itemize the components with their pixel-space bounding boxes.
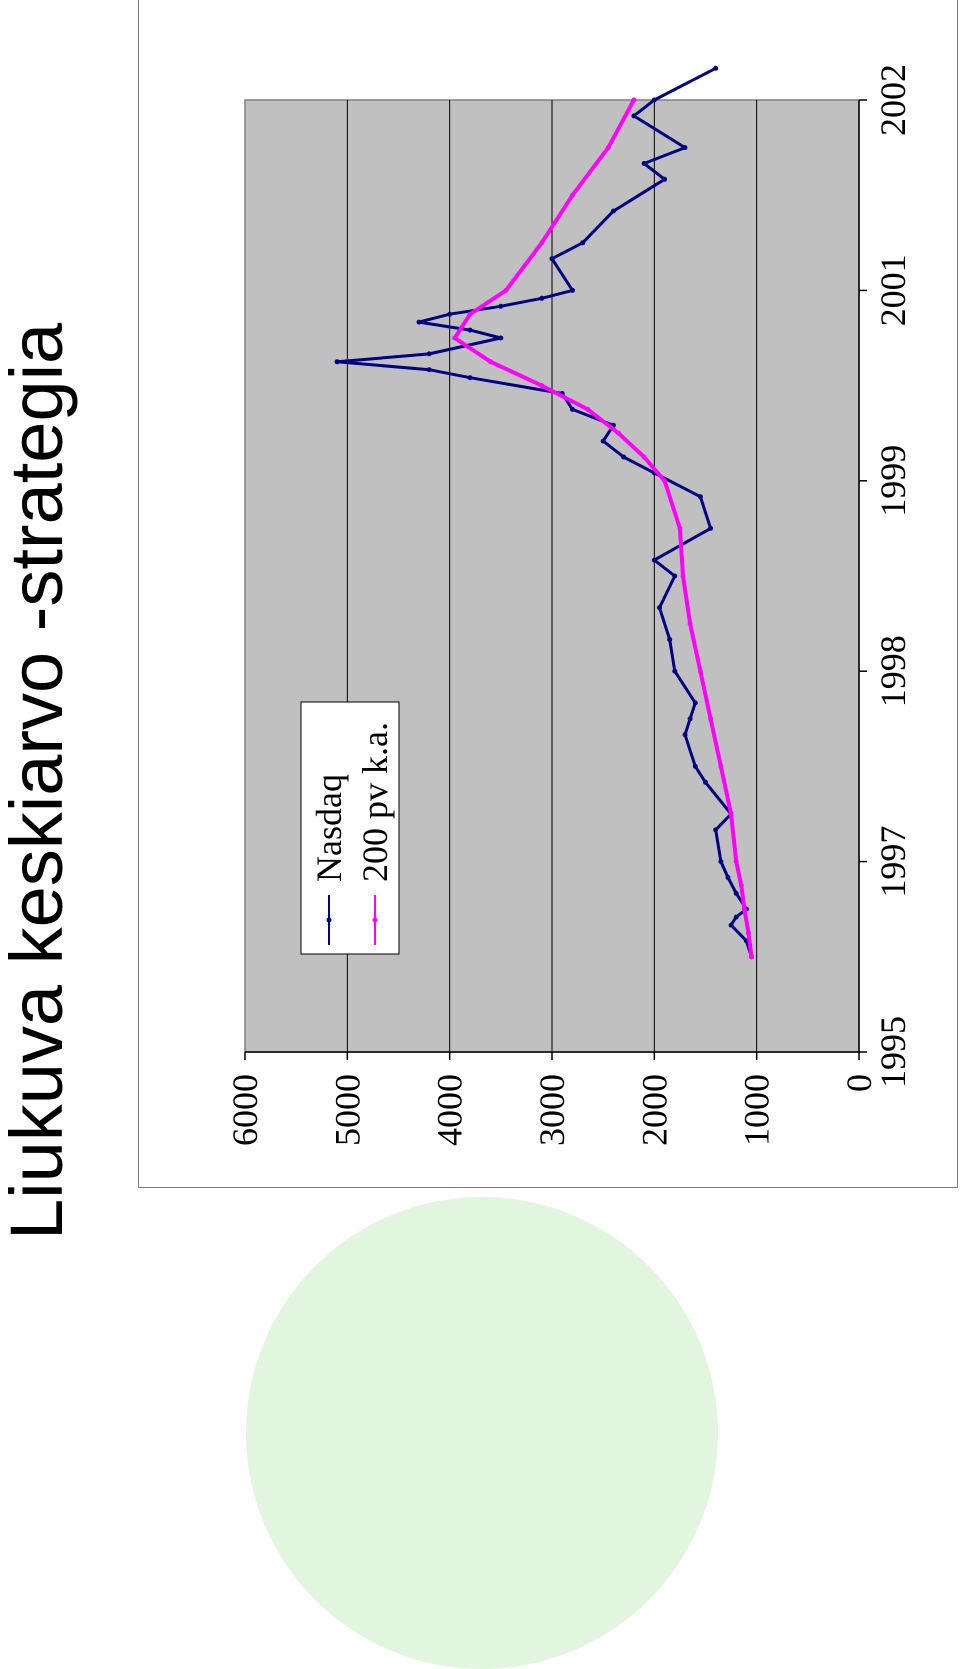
y-tick-label: 0 bbox=[839, 1074, 879, 1092]
data-point bbox=[692, 700, 698, 706]
x-tick-label: 2001 bbox=[873, 254, 913, 326]
data-point bbox=[713, 827, 719, 833]
legend-label: 200 pv k.a. bbox=[355, 722, 395, 882]
legend-box bbox=[300, 701, 400, 955]
data-point bbox=[703, 779, 708, 785]
data-point bbox=[585, 406, 591, 412]
x-tick-label: 1998 bbox=[873, 635, 913, 707]
y-tick-label: 2000 bbox=[634, 1074, 674, 1146]
data-point bbox=[426, 367, 432, 373]
data-point bbox=[657, 605, 662, 611]
data-point bbox=[672, 668, 678, 674]
data-point bbox=[746, 930, 751, 936]
data-point bbox=[570, 192, 575, 198]
data-point bbox=[733, 859, 739, 865]
slide-title: Liukuva keskiarvo -strategia bbox=[0, 322, 78, 1240]
data-point bbox=[708, 716, 714, 722]
data-point bbox=[616, 430, 621, 436]
legend: Nasdaq 200 pv k.a. bbox=[300, 701, 400, 955]
data-point bbox=[682, 145, 688, 151]
data-point bbox=[687, 716, 693, 722]
data-point bbox=[621, 454, 627, 460]
y-tick-label: 1000 bbox=[737, 1074, 777, 1146]
data-point bbox=[426, 351, 432, 357]
x-axis-ticks: 1995 1997 1998 1999 2001 2002 bbox=[859, 64, 913, 1088]
y-tick-label: 3000 bbox=[532, 1074, 572, 1146]
x-tick-label: 1997 bbox=[873, 826, 913, 898]
data-point bbox=[680, 573, 686, 579]
data-point bbox=[452, 335, 458, 341]
data-point bbox=[467, 311, 473, 317]
data-point bbox=[416, 319, 422, 325]
data-point bbox=[539, 383, 545, 389]
data-point bbox=[488, 359, 494, 365]
data-point bbox=[580, 240, 586, 246]
data-point bbox=[697, 668, 703, 674]
data-point bbox=[570, 287, 575, 293]
data-point bbox=[610, 208, 616, 214]
data-point bbox=[718, 859, 724, 865]
data-point bbox=[467, 375, 473, 381]
x-tick-label: 1999 bbox=[873, 445, 913, 517]
decorative-circle bbox=[246, 1197, 718, 1669]
data-point bbox=[631, 113, 637, 119]
data-point bbox=[651, 97, 657, 103]
data-point bbox=[741, 906, 747, 912]
data-point bbox=[725, 875, 731, 880]
data-point bbox=[687, 621, 693, 627]
chart-frame: 0 1000 2000 3000 4000 5000 6000 1995 1997 1998 19… bbox=[138, 0, 958, 1188]
data-point bbox=[539, 240, 545, 246]
data-point bbox=[697, 494, 703, 500]
series-line-nasdaq bbox=[335, 66, 753, 958]
data-point bbox=[539, 295, 545, 301]
data-point bbox=[641, 454, 647, 460]
data-point bbox=[728, 811, 734, 817]
data-point bbox=[662, 176, 668, 182]
y-tick-label: 4000 bbox=[430, 1074, 470, 1146]
data-point bbox=[498, 335, 504, 341]
data-point bbox=[728, 922, 734, 928]
data-point bbox=[708, 525, 714, 531]
y-tick-label: 5000 bbox=[327, 1074, 367, 1146]
data-point bbox=[667, 637, 673, 642]
data-point bbox=[605, 145, 611, 151]
y-axis-ticks: 0 1000 2000 3000 4000 5000 6000 bbox=[225, 1052, 879, 1146]
data-point bbox=[549, 256, 555, 262]
data-point bbox=[570, 406, 575, 412]
data-point bbox=[738, 882, 744, 888]
legend-marker bbox=[326, 917, 332, 923]
data-point bbox=[631, 97, 637, 103]
x-tick-label: 2002 bbox=[873, 64, 913, 136]
y-tick-label: 6000 bbox=[225, 1074, 265, 1146]
data-point bbox=[733, 890, 739, 896]
data-point bbox=[733, 914, 739, 920]
data-point bbox=[749, 954, 754, 960]
data-point bbox=[467, 327, 473, 333]
data-point bbox=[447, 311, 453, 317]
data-point bbox=[503, 287, 509, 293]
series-layer bbox=[334, 65, 754, 960]
data-point bbox=[713, 65, 719, 71]
data-point bbox=[718, 763, 724, 769]
data-point bbox=[498, 303, 504, 309]
data-point bbox=[677, 525, 683, 531]
data-point bbox=[334, 359, 340, 365]
data-point bbox=[692, 763, 698, 769]
legend-marker bbox=[372, 917, 378, 923]
data-point bbox=[662, 478, 668, 484]
x-tick-label: 1995 bbox=[873, 1016, 913, 1088]
legend-label: Nasdaq bbox=[309, 774, 349, 882]
data-point bbox=[641, 161, 647, 166]
data-point bbox=[651, 557, 657, 563]
data-point bbox=[600, 438, 606, 444]
data-point bbox=[672, 573, 678, 579]
data-point bbox=[682, 732, 688, 738]
